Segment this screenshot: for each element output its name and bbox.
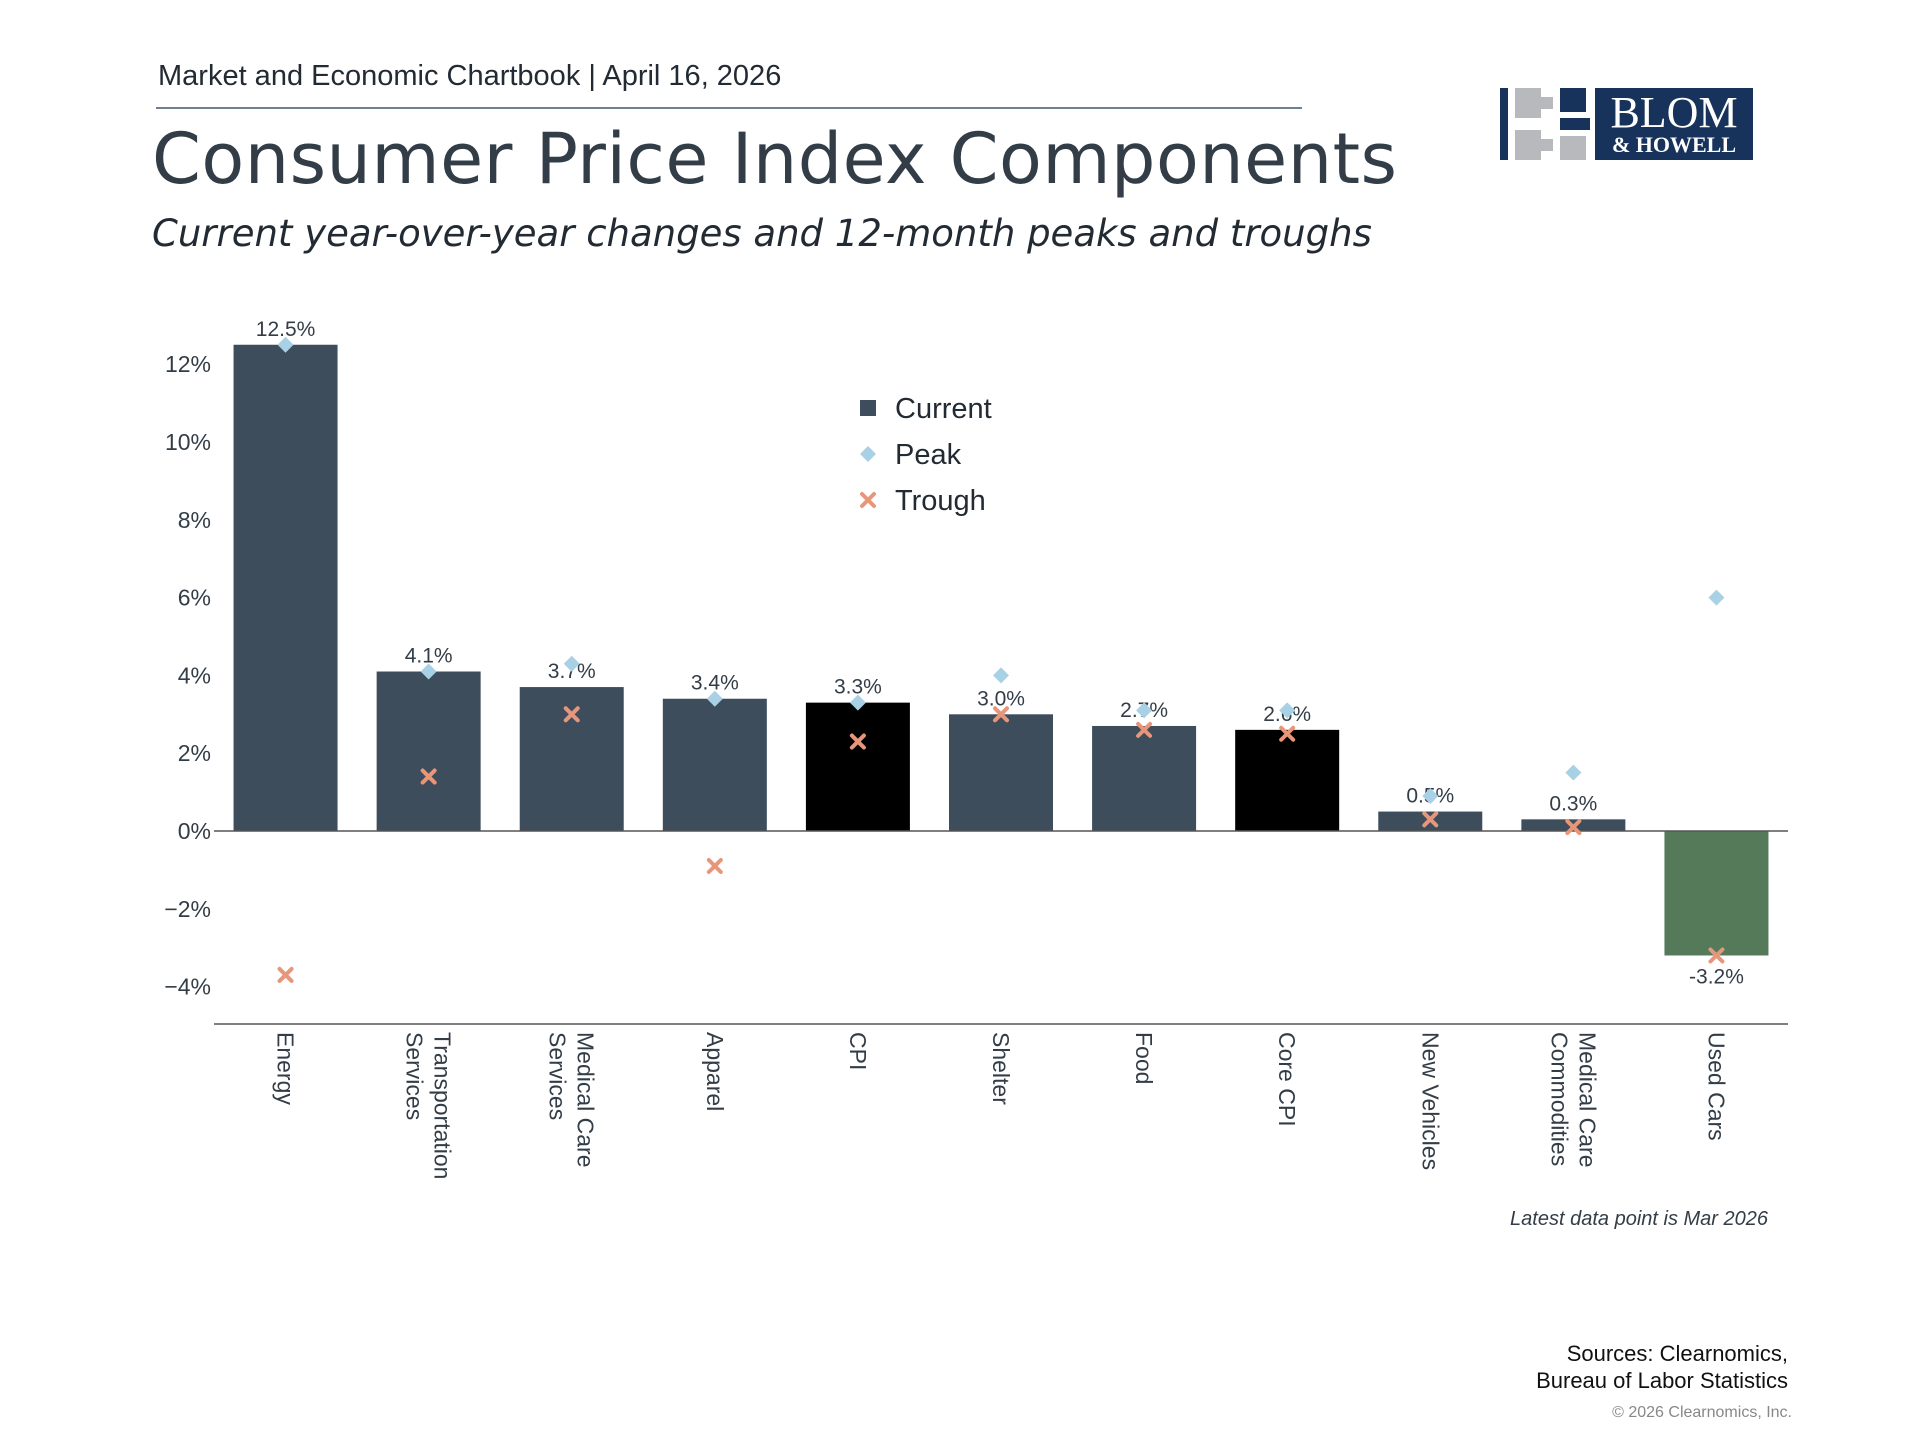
company-logo: BLOM & HOWELL	[1500, 88, 1753, 160]
bar-current	[1092, 725, 1197, 831]
category-label-line: Food	[1131, 1032, 1157, 1084]
page-subtitle: Current year-over-year changes and 12-mo…	[152, 212, 1372, 255]
data-label: 3.0%	[977, 687, 1025, 710]
category-label-line: CPI	[845, 1032, 871, 1070]
peak-marker	[420, 663, 437, 680]
trough-marker	[1565, 819, 1582, 836]
data-label: 3.3%	[834, 676, 882, 699]
peak-marker	[1422, 787, 1439, 804]
category-label-line: Commodities	[1546, 1032, 1572, 1166]
legend-label: Current	[895, 393, 992, 425]
peak-marker	[706, 690, 723, 707]
trough-marker	[993, 706, 1009, 723]
category-label-line: Shelter	[988, 1032, 1014, 1105]
category-label-line: Core CPI	[1274, 1032, 1300, 1127]
y-tick-label: 6%	[178, 585, 211, 611]
peak-marker	[1708, 589, 1725, 606]
category-label-line: Used Cars	[1703, 1032, 1729, 1141]
peak-marker	[849, 694, 866, 711]
category-label: Food	[1131, 1032, 1157, 1084]
category-label: Apparel	[702, 1032, 728, 1111]
category-label: Core CPI	[1274, 1032, 1300, 1127]
peak-marker	[277, 336, 294, 353]
y-tick-label: 0%	[178, 818, 211, 844]
trough-marker	[1136, 721, 1153, 738]
sources-line-1: Sources: Clearnomics,	[1566, 1341, 1788, 1366]
peak-marker	[1136, 702, 1153, 719]
bar-current	[519, 687, 624, 831]
trough-marker	[1422, 811, 1439, 828]
category-label-line: Energy	[273, 1032, 299, 1105]
bar-current	[1235, 729, 1340, 831]
category-label-line: Services	[545, 1032, 571, 1120]
trough-marker	[706, 858, 723, 875]
data-label: 12.5%	[256, 318, 316, 341]
category-label: Medical CareServices	[545, 1032, 599, 1168]
data-label: 0.3%	[1549, 792, 1597, 815]
category-label: Shelter	[988, 1032, 1014, 1105]
bar-current	[376, 671, 481, 831]
chartbook-header: Market and Economic Chartbook | April 16…	[158, 60, 782, 92]
y-tick-label: 2%	[178, 740, 211, 766]
logo-mark-icon	[1500, 88, 1590, 160]
peak-marker	[1279, 702, 1296, 719]
logo-line-2: & HOWELL	[1611, 132, 1737, 157]
copyright-text: © 2026 Clearnomics, Inc.	[1612, 1404, 1792, 1421]
page-title: Consumer Price Index Components	[152, 118, 1398, 200]
data-label: -3.2%	[1689, 965, 1744, 988]
peak-marker	[993, 667, 1009, 684]
category-label: Used Cars	[1703, 1032, 1729, 1141]
sources-line-2: Bureau of Labor Statistics	[1536, 1368, 1788, 1393]
y-tick-label: 4%	[178, 662, 211, 688]
y-tick-label: −2%	[164, 896, 211, 922]
category-label-line: Transportation	[430, 1032, 456, 1179]
category-label: New Vehicles	[1417, 1032, 1443, 1170]
legend-current-swatch	[860, 400, 876, 416]
trough-marker	[563, 706, 580, 723]
category-label: TransportationServices	[402, 1032, 456, 1179]
category-label-line: New Vehicles	[1417, 1032, 1443, 1170]
latest-data-note: Latest data point is Mar 2026	[1510, 1208, 1768, 1230]
legend-label: Peak	[895, 439, 962, 471]
category-label: Medical CareCommodities	[1546, 1032, 1600, 1168]
logo-wordmark: BLOM & HOWELL	[1595, 88, 1753, 160]
data-label: 4.1%	[405, 645, 453, 668]
y-tick-label: 8%	[178, 507, 211, 533]
category-label: Energy	[273, 1032, 299, 1105]
bar-current	[805, 702, 910, 831]
bar-current	[1664, 831, 1769, 956]
y-tick-label: 12%	[165, 351, 211, 377]
logo-line-1: BLOM	[1610, 88, 1738, 137]
y-tick-label: −4%	[164, 974, 211, 1000]
header-divider	[156, 107, 1302, 109]
sources-block: Sources: Clearnomics, Bureau of Labor St…	[1536, 1340, 1788, 1394]
category-label-line: Services	[402, 1032, 428, 1120]
legend-label: Trough	[895, 485, 986, 517]
category-label: CPI	[845, 1032, 871, 1070]
category-label-line: Medical Care	[573, 1032, 599, 1168]
trough-marker	[849, 733, 866, 750]
category-label-line: Apparel	[702, 1032, 728, 1111]
bar-current	[949, 714, 1053, 831]
legend-trough-swatch	[860, 492, 876, 508]
peak-marker	[1565, 764, 1582, 781]
bar-current	[233, 344, 338, 831]
cpi-components-chart: 12%10%8%6%4%2%0%−2%−4%12.5%4.1%3.7%3.4%3…	[164, 318, 1788, 1179]
legend-peak-swatch	[860, 446, 876, 462]
trough-marker	[420, 768, 437, 785]
trough-marker	[277, 966, 294, 983]
data-label: 3.4%	[691, 672, 739, 695]
category-label-line: Medical Care	[1574, 1032, 1600, 1168]
peak-marker	[563, 655, 580, 672]
trough-marker	[1279, 725, 1296, 742]
y-tick-label: 10%	[165, 429, 211, 455]
bar-current	[662, 698, 767, 831]
trough-marker	[1708, 947, 1725, 964]
